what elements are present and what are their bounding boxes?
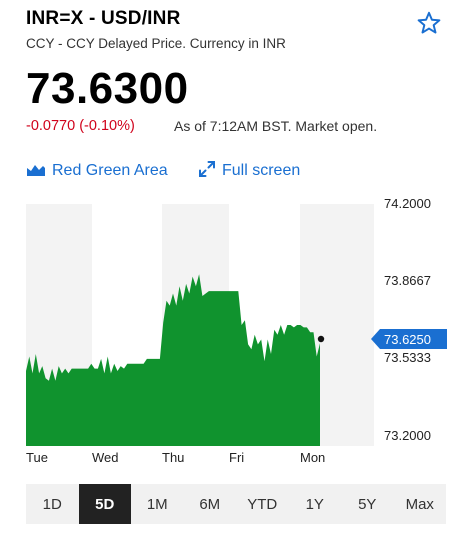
x-tick-label: Wed	[92, 450, 119, 465]
y-tick-label: 74.2000	[384, 196, 431, 211]
chart-area-layer	[26, 274, 320, 446]
range-button-max[interactable]: Max	[405, 495, 434, 513]
x-tick-label: Thu	[162, 450, 184, 465]
current-price: 73.6300	[26, 64, 189, 113]
y-axis-labels: 74.2000 73.8667 73.5333 73.2000	[384, 196, 431, 443]
x-axis-labels: Tue Wed Thu Fri Mon	[26, 450, 325, 465]
ticker-title: INR=X - USD/INR	[26, 8, 181, 29]
range-selector: 1D 5D 1M 6M YTD 1Y 5Y Max	[26, 484, 446, 524]
range-button-6m[interactable]: 6M	[199, 495, 221, 513]
chart-type-button[interactable]: Red Green Area	[26, 160, 168, 182]
price-chart[interactable]: 74.2000 73.8667 73.5333 73.2000 Tue Wed Thu Fr…	[0, 190, 473, 470]
market-time: As of 7:12AM BST. Market open.	[174, 118, 378, 134]
chart-type-label: Red Green Area	[52, 162, 168, 179]
price-area-series	[26, 274, 320, 446]
y-tick-label: 73.2000	[384, 428, 431, 443]
x-tick-label: Fri	[229, 450, 244, 465]
range-button-1d[interactable]: 1D	[42, 495, 62, 513]
range-button-1y[interactable]: 1Y	[305, 495, 324, 513]
current-price-tag-label: 73.6250	[384, 332, 431, 347]
current-price-tag	[371, 329, 447, 349]
range-button-5y[interactable]: 5Y	[358, 495, 377, 513]
last-price-dot	[317, 335, 325, 343]
range-button-ytd[interactable]: YTD	[247, 495, 278, 513]
y-tick-label: 73.8667	[384, 273, 431, 288]
current-price-marker: 73.6250	[317, 329, 447, 349]
x-tick-label: Mon	[300, 450, 325, 465]
x-tick-label: Tue	[26, 450, 48, 465]
y-tick-label: 73.5333	[384, 350, 431, 365]
area-chart-icon	[26, 161, 46, 182]
range-button-5d[interactable]: 5D	[78, 484, 131, 524]
fullscreen-label: Full screen	[222, 162, 301, 179]
expand-arrows-icon	[198, 160, 216, 183]
range-button-1m[interactable]: 1M	[146, 495, 168, 513]
quote-subtitle: CCY - CCY Delayed Price. Currency in INR	[26, 36, 286, 51]
price-change: -0.0770 (-0.10%)	[26, 118, 135, 134]
star-outline-icon[interactable]	[416, 10, 442, 36]
fullscreen-button[interactable]: Full screen	[198, 160, 300, 182]
